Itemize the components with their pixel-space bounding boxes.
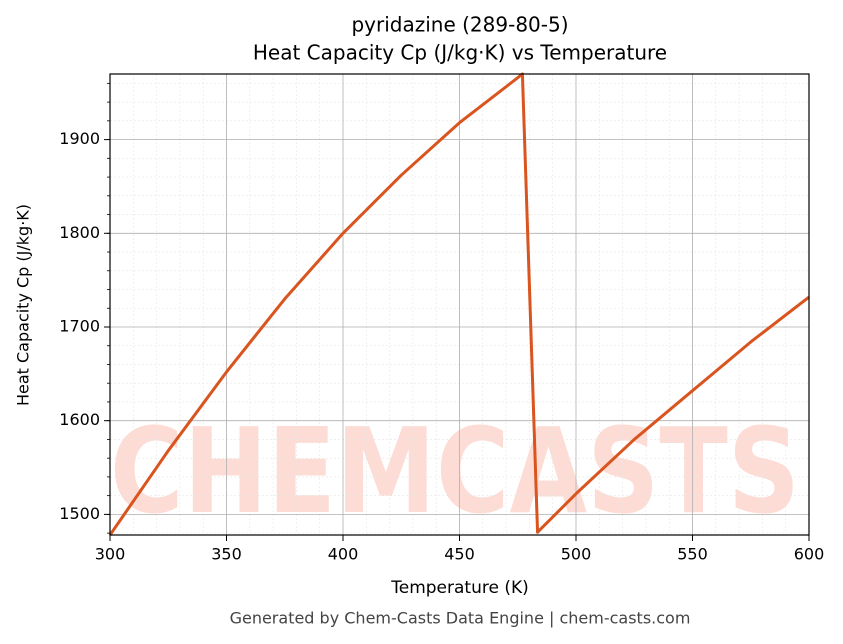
x-tick-label: 400 [328, 545, 359, 564]
x-axis-label: Temperature (K) [390, 578, 529, 598]
x-tick-label: 300 [95, 545, 126, 564]
plot-frame [109, 73, 810, 536]
y-tick-label: 1700 [59, 316, 100, 335]
chart-subtitle: Heat Capacity Cp (J/kg·K) vs Temperature [253, 41, 667, 65]
chart-title: pyridazine (289-80-5) [351, 13, 568, 37]
x-tick-label: 450 [444, 545, 475, 564]
x-tick-label: 600 [794, 545, 825, 564]
x-tick-label: 550 [677, 545, 708, 564]
x-tick-label: 500 [561, 545, 592, 564]
y-tick-label: 1900 [59, 129, 100, 148]
footer: Generated by Chem-Casts Data Engine | ch… [230, 609, 691, 628]
data-line [108, 72, 810, 536]
y-tick-label: 1600 [59, 410, 100, 429]
y-tick-label: 1500 [59, 504, 100, 523]
x-tick-label: 350 [211, 545, 242, 564]
y-axis-label: Heat Capacity Cp (J/kg·K) [14, 204, 33, 406]
watermark: CHEMCASTS [110, 402, 800, 540]
y-tick-label: 1800 [59, 223, 100, 242]
